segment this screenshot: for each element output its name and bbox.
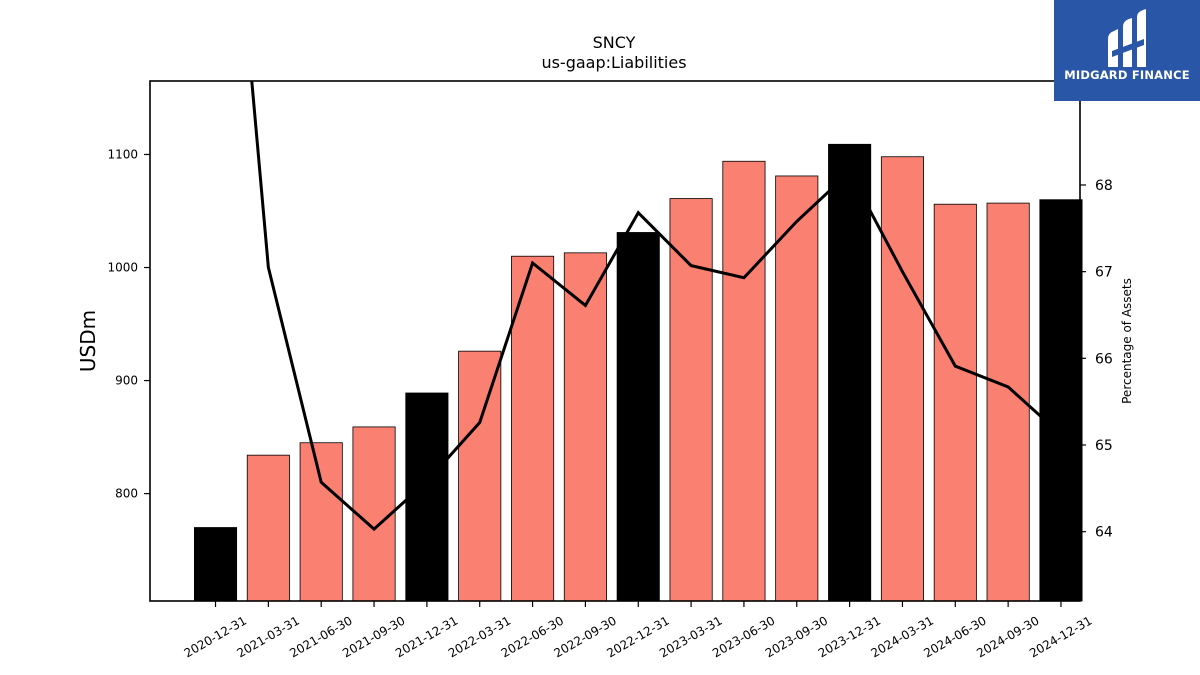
bar-2024-06-30 — [933, 203, 977, 602]
midgard-logo-icon — [1108, 9, 1146, 67]
bar-2023-12-31 — [828, 143, 872, 602]
line-layer — [250, 81, 1062, 532]
bar-2020-12-31 — [193, 527, 238, 602]
bars-layer — [193, 143, 1083, 602]
bar-2021-03-31 — [246, 454, 290, 602]
y2-tick-label: 67 — [1095, 265, 1113, 281]
bar-2022-09-30 — [563, 252, 607, 602]
bar-2024-09-30 — [986, 202, 1030, 602]
bar-2024-12-31 — [1039, 199, 1083, 602]
bar-2024-03-31 — [880, 156, 924, 602]
y-tick-label: 1000 — [107, 261, 138, 275]
bar-2021-06-30 — [299, 442, 343, 602]
bar-2021-09-30 — [352, 426, 396, 602]
bar-2023-03-31 — [669, 198, 713, 602]
brand-logo-text: MIDGARD FINANCE — [1064, 68, 1190, 82]
y-tick-label: 1100 — [107, 147, 138, 161]
y-tick-label: 900 — [115, 374, 138, 388]
plot-frame — [149, 80, 1081, 602]
y2-axis-label: Percentage of Assets — [1120, 278, 1134, 404]
chart-subtitle: us-gaap:Liabilities — [541, 53, 686, 72]
y2-tick-label: 66 — [1095, 351, 1113, 367]
bar-2023-06-30 — [722, 160, 766, 602]
brand-logo: MIDGARD FINANCE — [1054, 0, 1200, 101]
bar-2023-09-30 — [775, 175, 819, 602]
percentage-line — [250, 81, 1062, 532]
bar-2022-03-31 — [458, 350, 502, 602]
y2-tick-label: 64 — [1095, 525, 1113, 541]
y2-tick-label: 68 — [1095, 178, 1113, 194]
bar-2022-12-31 — [616, 232, 660, 602]
y-axis-label: USDm — [76, 310, 100, 372]
bar-2021-12-31 — [405, 392, 449, 602]
chart-title: SNCY — [593, 33, 636, 52]
y2-tick-label: 65 — [1095, 438, 1113, 454]
y-tick-label: 800 — [115, 487, 138, 501]
